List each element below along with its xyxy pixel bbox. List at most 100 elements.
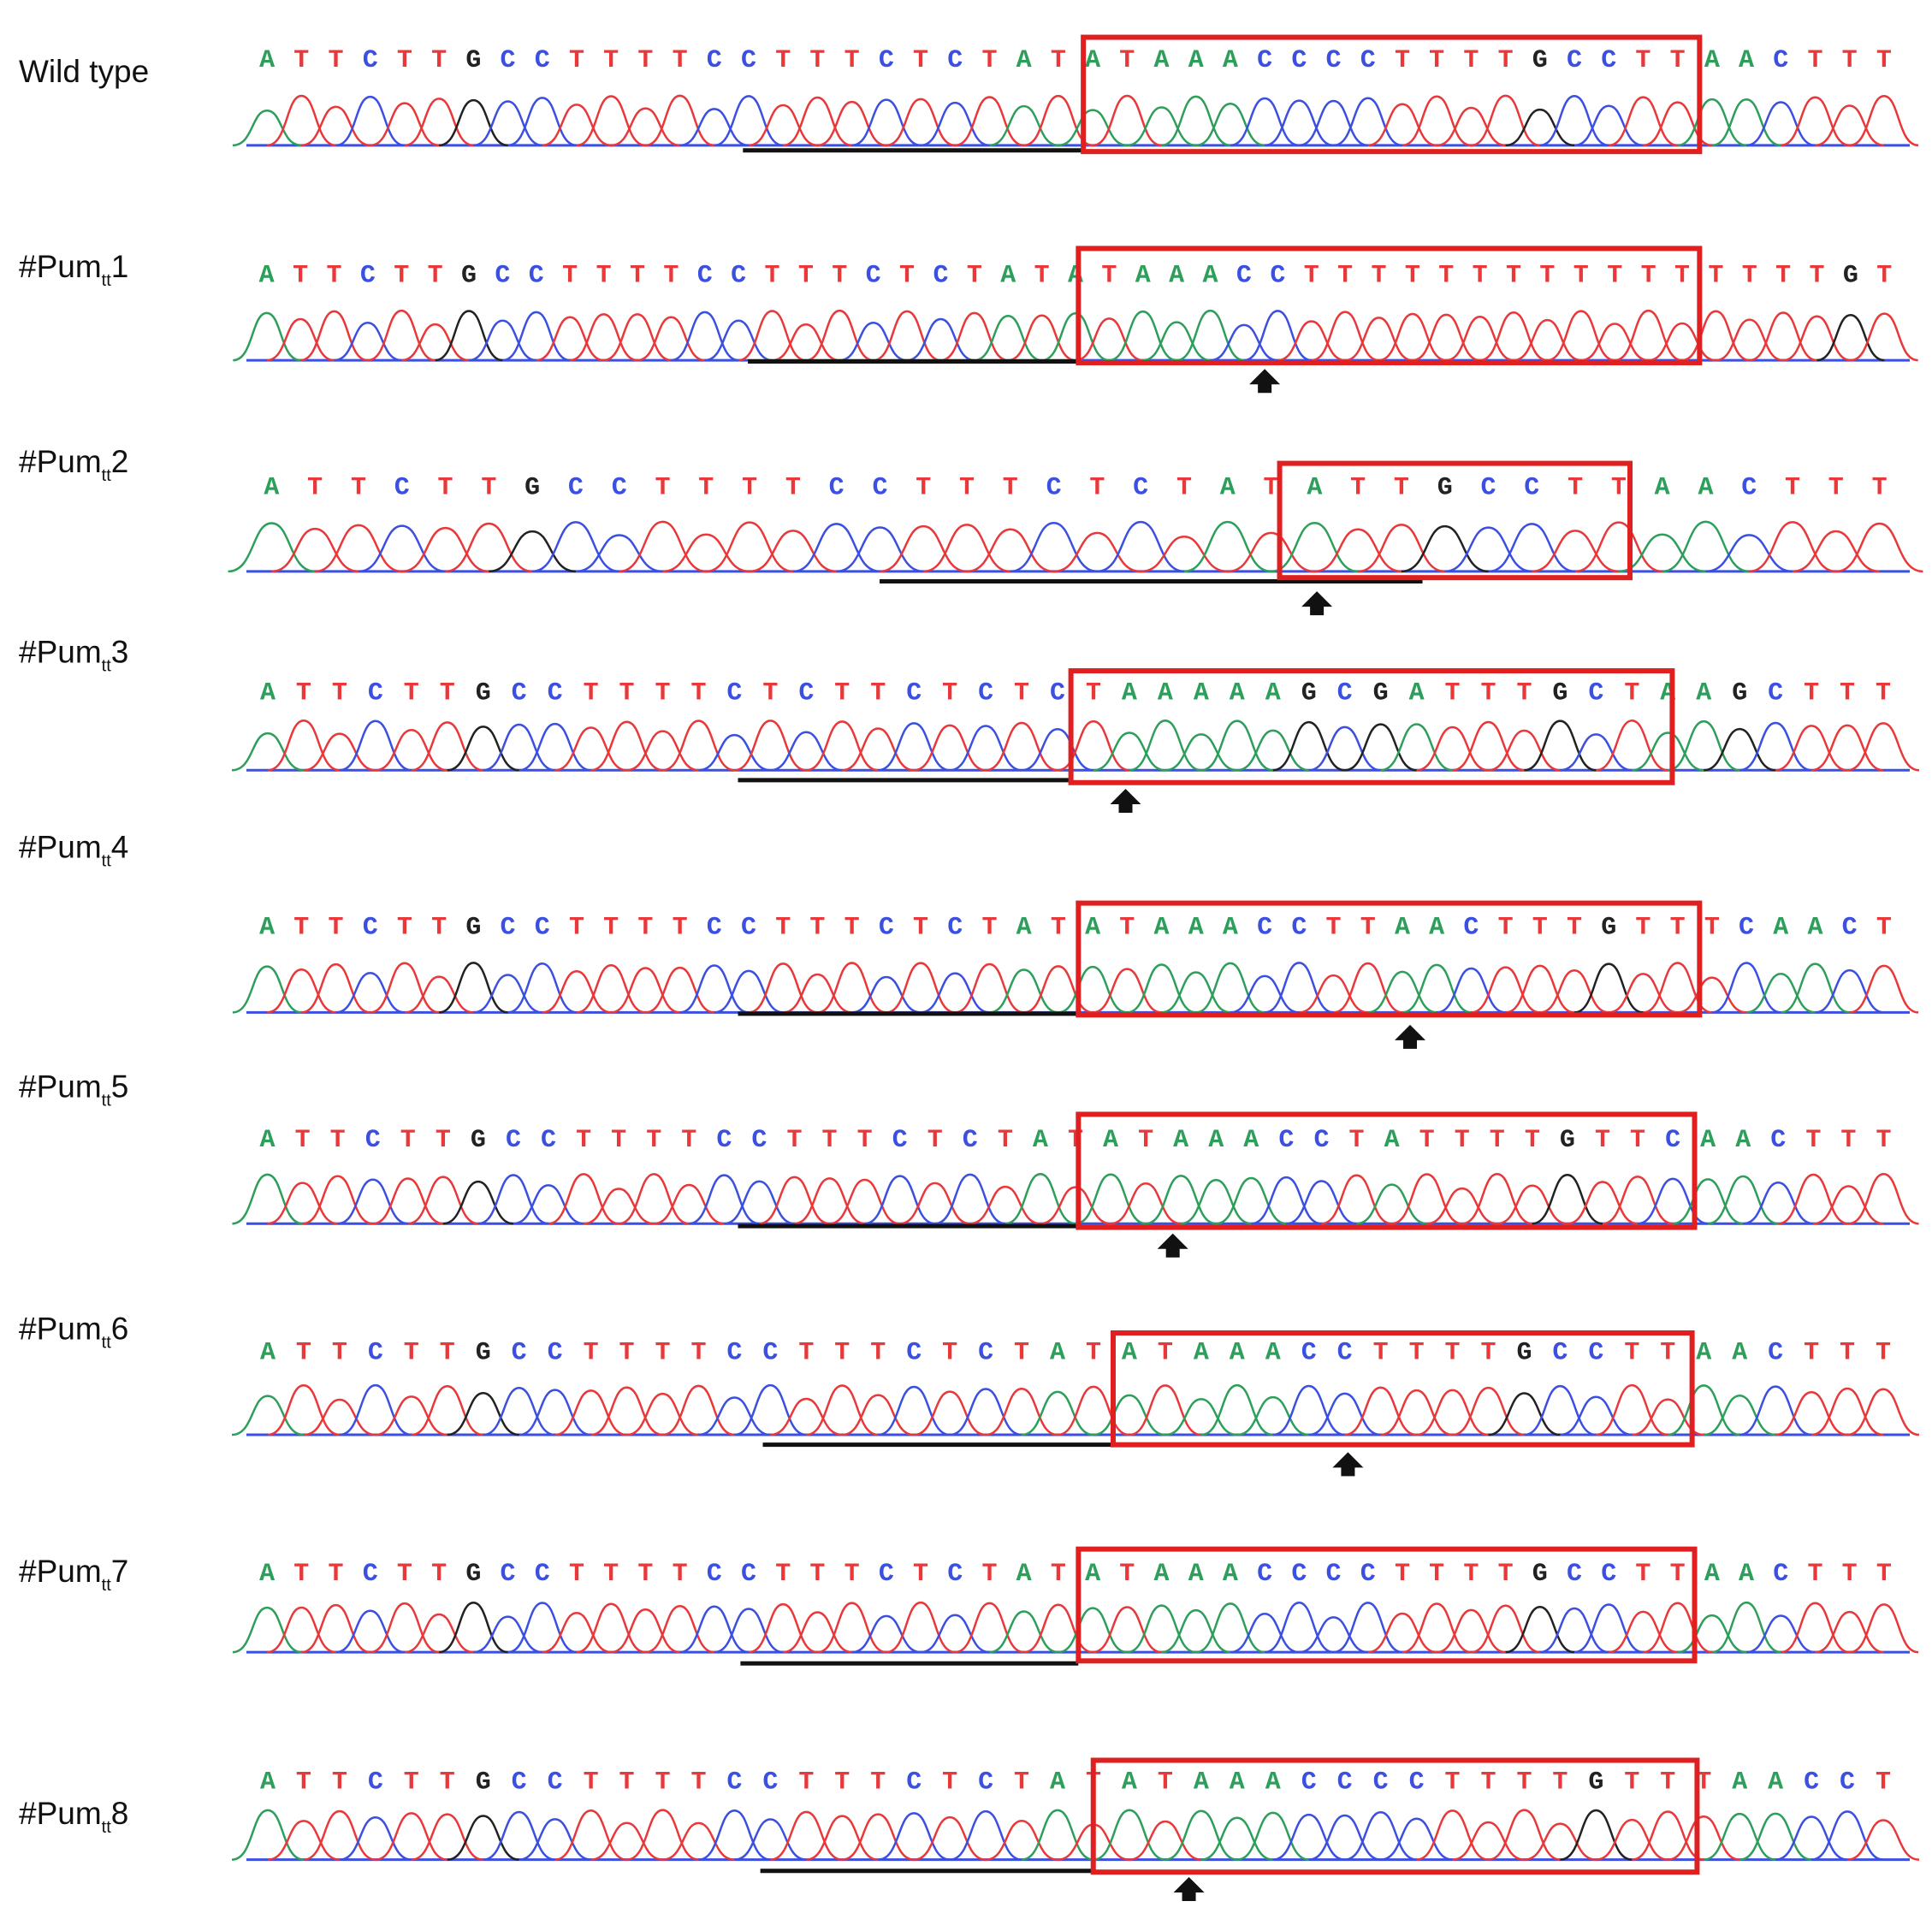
base-call: A — [1384, 1126, 1400, 1155]
peak — [1573, 104, 1644, 147]
base-call: C — [731, 261, 746, 290]
arrow — [1332, 1452, 1364, 1477]
highlight-box — [1076, 1111, 1698, 1230]
peak — [1093, 1394, 1166, 1436]
peak — [1743, 1181, 1814, 1225]
peak — [473, 100, 542, 147]
base-call: T — [1660, 1768, 1675, 1798]
base-call: C — [368, 1768, 383, 1798]
base-call: T — [326, 261, 341, 290]
peak — [1496, 1184, 1568, 1225]
base-call: A — [1307, 474, 1322, 503]
peak — [1402, 1602, 1472, 1654]
base-call: T — [296, 1338, 311, 1367]
base-call: C — [1291, 1560, 1307, 1589]
peak — [1849, 1603, 1919, 1654]
peak — [442, 1180, 514, 1225]
base-call: C — [726, 1338, 742, 1367]
base-call: T — [1498, 914, 1514, 943]
base-call: C — [906, 1338, 922, 1367]
peak — [989, 968, 1059, 1014]
peak — [1648, 322, 1716, 362]
peak — [447, 1391, 519, 1436]
peak — [1849, 95, 1919, 147]
base-call: A — [1243, 1126, 1259, 1155]
peak — [477, 1174, 549, 1225]
base-call: T — [1876, 678, 1891, 708]
peak — [989, 1610, 1059, 1654]
peak — [1849, 964, 1919, 1014]
base-call: T — [1876, 1338, 1891, 1367]
peak — [303, 1398, 376, 1436]
peak — [231, 1395, 305, 1436]
base-call: T — [1872, 474, 1888, 503]
base-call: A — [1223, 1560, 1238, 1589]
peak — [886, 1601, 956, 1654]
base-call: T — [1807, 46, 1822, 75]
base-call: T — [481, 474, 496, 503]
label-name: #Pum — [19, 1796, 102, 1831]
base-call: C — [1588, 1338, 1603, 1367]
base-call: T — [293, 1560, 309, 1589]
base-call: T — [1086, 678, 1101, 708]
base-call: T — [584, 678, 599, 708]
peak — [1711, 1601, 1781, 1654]
peak — [1230, 1613, 1300, 1654]
peak — [339, 1383, 412, 1436]
base-call: T — [690, 678, 706, 708]
base-call: T — [1101, 261, 1117, 290]
peak — [645, 966, 715, 1014]
base-call: C — [751, 1126, 767, 1155]
sample-label: #Pumtt4 — [19, 829, 128, 870]
base-call: T — [785, 474, 801, 503]
peak — [1127, 963, 1196, 1014]
base-call: T — [1119, 1560, 1135, 1589]
base-call: T — [1635, 1560, 1650, 1589]
peak — [266, 94, 336, 147]
peak — [1609, 1610, 1678, 1654]
peak — [920, 972, 990, 1014]
peak — [805, 309, 874, 362]
base-call: T — [1138, 1126, 1153, 1155]
peak — [770, 1397, 843, 1436]
label-subscript: tt — [102, 1334, 112, 1353]
base-call: T — [1371, 261, 1386, 290]
base-call: C — [872, 474, 887, 503]
base-call: T — [1429, 46, 1444, 75]
base-call: T — [1842, 46, 1858, 75]
peak — [1704, 727, 1776, 772]
base-call: A — [260, 1126, 276, 1155]
peak — [1272, 1384, 1345, 1436]
peak — [1745, 973, 1816, 1014]
peak — [303, 1809, 376, 1861]
base-call: T — [394, 261, 409, 290]
peak — [375, 1812, 447, 1861]
peak — [734, 720, 807, 772]
peak — [1436, 1608, 1506, 1654]
base-call: T — [913, 1560, 928, 1589]
peak — [1850, 312, 1918, 362]
base-call: A — [1033, 1126, 1048, 1155]
arrow — [1301, 591, 1333, 616]
base-call: G — [1516, 1338, 1532, 1367]
base-call: T — [619, 1338, 635, 1367]
base-call: T — [1539, 261, 1555, 290]
peak — [886, 962, 956, 1014]
base-call: C — [1291, 46, 1307, 75]
base-call: T — [1394, 474, 1409, 503]
peak — [1264, 962, 1334, 1014]
peak — [554, 1809, 627, 1861]
base-call: C — [1665, 1126, 1680, 1155]
base-call: G — [1552, 678, 1568, 708]
peak — [1344, 1386, 1417, 1436]
base-call: A — [259, 261, 275, 290]
base-call: C — [1409, 1768, 1425, 1798]
peak — [447, 1815, 519, 1861]
base-call: T — [1051, 1560, 1066, 1589]
base-call: A — [1103, 1126, 1118, 1155]
base-call: A — [259, 914, 275, 943]
base-call: T — [637, 46, 653, 75]
base-call: C — [535, 46, 550, 75]
peak — [301, 962, 370, 1014]
